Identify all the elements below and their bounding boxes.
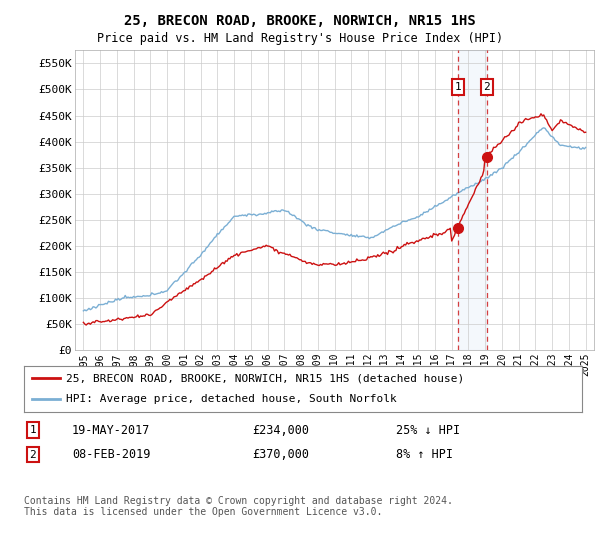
- Text: 1: 1: [455, 82, 461, 92]
- Text: HPI: Average price, detached house, South Norfolk: HPI: Average price, detached house, Sout…: [66, 394, 397, 404]
- Text: £234,000: £234,000: [252, 423, 309, 437]
- Text: £370,000: £370,000: [252, 448, 309, 461]
- Text: 2: 2: [484, 82, 490, 92]
- Text: 19-MAY-2017: 19-MAY-2017: [72, 423, 151, 437]
- Text: 1: 1: [29, 425, 37, 435]
- Bar: [458, 50, 487, 350]
- Text: 25% ↓ HPI: 25% ↓ HPI: [396, 423, 460, 437]
- Text: Price paid vs. HM Land Registry's House Price Index (HPI): Price paid vs. HM Land Registry's House …: [97, 32, 503, 45]
- Text: 25, BRECON ROAD, BROOKE, NORWICH, NR15 1HS: 25, BRECON ROAD, BROOKE, NORWICH, NR15 1…: [124, 14, 476, 28]
- Text: 08-FEB-2019: 08-FEB-2019: [72, 448, 151, 461]
- Text: 8% ↑ HPI: 8% ↑ HPI: [396, 448, 453, 461]
- Text: Contains HM Land Registry data © Crown copyright and database right 2024.
This d: Contains HM Land Registry data © Crown c…: [24, 496, 453, 517]
- Text: 2: 2: [29, 450, 37, 460]
- Text: 25, BRECON ROAD, BROOKE, NORWICH, NR15 1HS (detached house): 25, BRECON ROAD, BROOKE, NORWICH, NR15 1…: [66, 373, 464, 383]
